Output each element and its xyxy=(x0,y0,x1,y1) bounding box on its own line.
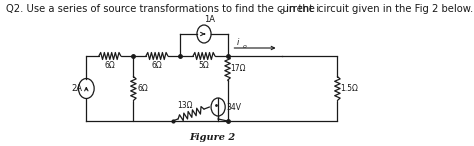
Text: 6Ω: 6Ω xyxy=(137,84,148,93)
Text: 1A: 1A xyxy=(204,15,215,24)
Text: o: o xyxy=(280,7,285,16)
Text: Q2. Use a series of source transformations to find the current i: Q2. Use a series of source transformatio… xyxy=(6,4,319,14)
Text: 6Ω: 6Ω xyxy=(104,61,115,70)
Text: 34V: 34V xyxy=(227,102,242,112)
Text: 17Ω: 17Ω xyxy=(231,64,246,73)
Text: i: i xyxy=(237,38,239,47)
Text: 13Ω: 13Ω xyxy=(177,101,192,110)
Text: in the circuit given in the Fig 2 below.: in the circuit given in the Fig 2 below. xyxy=(283,4,473,14)
Text: 5Ω: 5Ω xyxy=(199,61,210,70)
Text: Figure 2: Figure 2 xyxy=(189,133,235,142)
Text: o: o xyxy=(242,44,246,49)
Text: 1.5Ω: 1.5Ω xyxy=(340,84,358,93)
Text: 6Ω: 6Ω xyxy=(152,61,162,70)
Text: 2A: 2A xyxy=(72,84,82,93)
